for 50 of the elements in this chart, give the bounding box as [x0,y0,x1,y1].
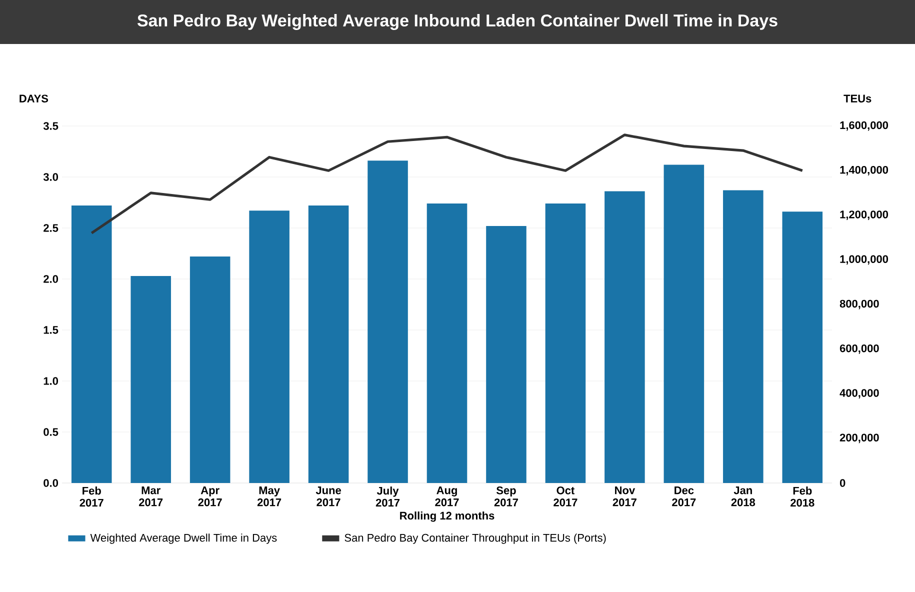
x-tick-label: Oct 2017 [554,486,578,506]
y2-tick-label: 1,400,000 [840,166,888,176]
bar [249,210,290,483]
x-tick-label: Dec 2017 [672,486,696,506]
y2-tick-label: 200,000 [840,434,879,444]
bar [426,204,468,483]
x-axis-title: Rolling 12 months [400,511,494,522]
x-tick-label: Sep 2017 [494,486,518,506]
bar [545,204,586,483]
bar [368,160,408,483]
y2-axis-title: TEUs [844,94,872,102]
y2-tick-label: 600,000 [840,344,879,354]
y-tick-label: 3.0 [43,173,58,181]
y-tick-label: 0.5 [44,428,58,436]
x-tick-label: Jan 2018 [731,486,756,506]
x-tick-label: June 2017 [316,486,342,506]
bar [604,191,645,483]
x-tick-label: Aug 2017 [435,486,459,506]
bar [71,206,112,483]
bar [190,256,230,483]
x-tick-label: May 2017 [257,486,282,506]
y2-tick-label: 1,000,000 [840,255,888,265]
bar [308,206,349,483]
bar [486,226,526,483]
x-tick-label: Feb 2018 [790,486,814,507]
bar [723,190,764,483]
y-tick-label: 2.5 [44,224,58,232]
y-tick-label: 0.0 [44,479,58,487]
x-tick-label: Apr 2017 [198,486,222,506]
x-tick-label: July 2017 [376,486,400,507]
y2-tick-label: 1,600,000 [840,121,888,131]
chart-title: San Pedro Bay Weighted Average Inbound Laden Container Dwell Time in Days [137,14,778,30]
y-tick-label: 3.5 [43,122,58,130]
y2-tick-label: 1,200,000 [840,210,888,220]
y-tick-label: 1.0 [44,377,58,385]
y-tick-label: 2.0 [44,275,58,283]
x-tick-label: Feb 2017 [80,486,104,507]
y-axis-title: DAYS [20,94,48,102]
bar [782,212,823,483]
y2-tick-label: 400,000 [840,389,879,398]
y2-tick-label: 800,000 [840,300,879,310]
bar [130,276,171,483]
legend-label: San Pedro Bay Container Throughput in TEUs (Ports) [344,534,606,544]
x-tick-label: Mar 2017 [138,486,163,506]
bar [664,164,704,483]
y-tick-label: 1.5 [44,326,58,334]
y2-tick-label: 0 [840,479,846,487]
x-tick-label: Nov 2017 [612,486,636,506]
line-series [90,134,804,234]
legend-label: Weighted Average Dwell Time in Days [90,534,277,544]
